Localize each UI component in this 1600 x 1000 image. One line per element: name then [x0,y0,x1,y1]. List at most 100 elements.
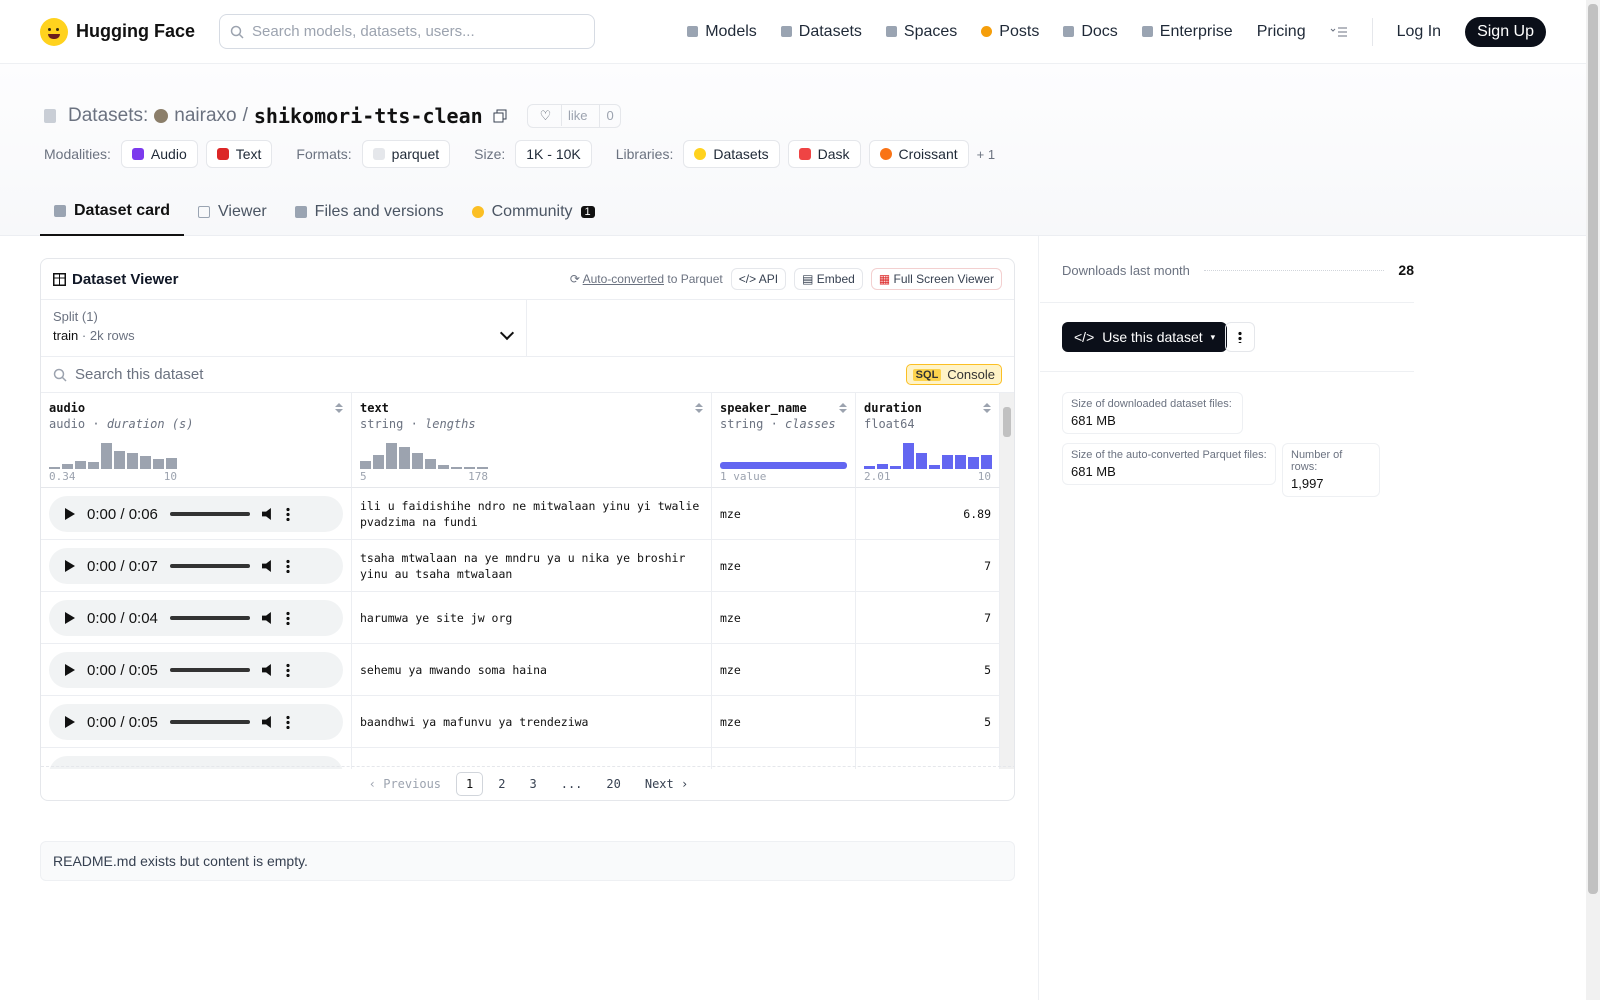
play-icon[interactable] [65,612,75,624]
text-cell[interactable]: harumwa ye site jw org [352,592,712,644]
next-page-button[interactable]: Next › [644,776,689,791]
histogram-bar[interactable] [88,462,99,469]
histogram-bar[interactable] [166,458,177,469]
duration-cell[interactable]: 5 [856,696,1000,748]
audio-menu-icon[interactable] [285,611,290,625]
histogram-bar[interactable] [451,467,462,469]
sort-icon[interactable] [983,403,991,413]
histogram-bar[interactable] [75,461,86,469]
split-select[interactable]: Split (1) train · 2k rows [41,300,527,356]
text-cell[interactable]: ili u faidishihe ndro ne mitwalaan yinu … [352,488,712,540]
full-screen-button[interactable]: ▦ Full Screen Viewer [870,268,1002,290]
histogram-bar[interactable] [864,466,875,469]
table-row[interactable]: 0:00 / 0:06 ili u faidishihe ndro ne mit… [41,488,1000,540]
nav-enterprise[interactable]: Enterprise [1141,23,1233,41]
audio-player[interactable]: 0:00 / 0:07 [49,548,343,584]
tag-datasets[interactable]: Datasets [683,140,780,168]
more-options-button[interactable] [1225,322,1255,352]
table-row[interactable]: 0:00 / 0:05 baandhwi ya mafunvu ya trend… [41,696,1000,748]
nav-models[interactable]: Models [687,23,757,41]
grid-scroll-thumb[interactable] [1003,407,1011,437]
sort-icon[interactable] [695,403,703,413]
use-dataset-button[interactable]: </> Use this dataset ▾ [1062,322,1228,352]
volume-icon[interactable] [261,716,271,728]
histogram-bar[interactable] [62,464,73,469]
brand-link[interactable]: Hugging Face [40,17,195,46]
owner-link[interactable]: nairaxo [174,105,237,126]
histogram-bar[interactable] [425,459,436,469]
tag-size[interactable]: 1K - 10K [515,140,592,168]
duration-cell[interactable]: 5 [856,644,1000,696]
page-3[interactable]: 3 [529,776,537,791]
libraries-more[interactable]: + 1 [976,146,996,162]
speaker-cell[interactable]: mze [712,540,856,592]
histogram-bar[interactable] [464,467,475,469]
tag-parquet[interactable]: parquet [361,140,451,168]
audio-progress-slider[interactable] [169,564,250,568]
audio-player[interactable]: 0:00 / 0:05 [49,652,343,688]
tag-dask[interactable]: Dask [787,140,861,168]
volume-icon[interactable] [261,508,271,520]
nav-posts[interactable]: Posts [981,23,1039,41]
tab-viewer[interactable]: Viewer [184,188,281,236]
histogram-bar[interactable] [955,455,966,469]
speaker-cell[interactable]: mze [712,644,856,696]
sql-console-button[interactable]: SQL Console [905,364,1002,385]
audio-progress-slider[interactable] [169,512,250,516]
volume-icon[interactable] [261,560,271,572]
audio-menu-icon[interactable] [285,663,290,677]
column-header-duration[interactable]: duration float64 2.01 10 [856,393,1000,488]
tag-audio[interactable]: Audio [120,140,198,168]
histogram-bar[interactable] [140,456,151,469]
duration-cell[interactable]: 7 [856,540,1000,592]
like-button[interactable]: ♡ like 0 [526,104,621,128]
tab-files[interactable]: Files and versions [281,188,458,236]
nav-pricing[interactable]: Pricing [1257,23,1306,41]
table-row-partial[interactable] [41,748,1000,769]
play-icon[interactable] [65,716,75,728]
tag-croissant[interactable]: Croissant [868,140,969,168]
histogram-bar[interactable] [49,467,60,469]
nav-datasets[interactable]: Datasets [780,23,862,41]
previous-page-button[interactable]: ‹ Previous [368,776,442,791]
tab-dataset-card[interactable]: Dataset card [40,188,185,236]
histogram-bar[interactable] [101,443,112,469]
speaker-cell[interactable]: mze [712,696,856,748]
audio-menu-icon[interactable] [285,559,290,573]
histogram-bar[interactable] [877,464,888,469]
search-input[interactable]: Search models, datasets, users... [219,14,596,49]
column-header-speaker-name[interactable]: speaker_name string · classes 1 value [712,393,856,488]
tag-text[interactable]: Text [205,140,273,168]
audio-progress-slider[interactable] [169,616,250,620]
histogram-bar[interactable] [942,455,953,469]
speaker-cell[interactable]: mze [712,592,856,644]
repo-type-link[interactable]: Datasets: [68,105,149,126]
histogram-bar[interactable] [968,457,979,469]
sort-icon[interactable] [335,403,343,413]
grid-scrollbar[interactable] [1000,393,1014,769]
audio-player[interactable]: 0:00 / 0:06 [49,496,343,532]
duration-cell[interactable]: 6.89 [856,488,1000,540]
audio-player[interactable] [49,756,343,769]
column-header-text[interactable]: text string · lengths 5 178 [352,393,712,488]
signup-button[interactable]: Sign Up [1465,16,1546,47]
page-scroll-thumb[interactable] [1588,4,1598,894]
audio-menu-icon[interactable] [285,715,290,729]
sort-icon[interactable] [839,403,847,413]
histogram-bar[interactable] [373,455,384,469]
menu-button[interactable] [1330,26,1348,38]
api-button[interactable]: </> API [730,268,787,290]
histogram-bar[interactable] [153,459,164,469]
tab-community[interactable]: Community 1 [458,188,609,236]
dataset-search-input[interactable]: Search this dataset SQL Console [41,357,1014,393]
histogram-bar[interactable] [477,467,488,469]
nav-spaces[interactable]: Spaces [885,23,957,41]
auto-converted-link[interactable]: Auto-converted [582,272,665,286]
nav-docs[interactable]: Docs [1063,23,1118,41]
audio-progress-slider[interactable] [169,668,250,672]
page-1[interactable]: 1 [456,771,484,796]
page-2[interactable]: 2 [498,776,506,791]
histogram-bar[interactable] [890,466,901,469]
histogram-bar[interactable] [127,453,138,469]
histogram-bar[interactable] [386,443,397,469]
